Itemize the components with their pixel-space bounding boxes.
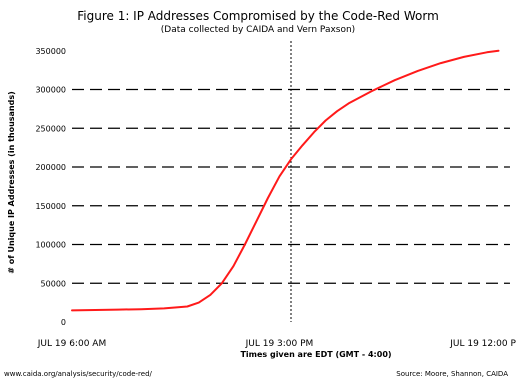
y-tick-label-4: 200000 — [35, 163, 66, 172]
y-tick-label-2: 100000 — [35, 241, 66, 250]
y-tick-label-5: 250000 — [35, 124, 66, 133]
x-axis-label: Times given are EDT (GMT - 4:00) — [240, 350, 391, 359]
chart-subtitle: (Data collected by CAIDA and Vern Paxson… — [160, 25, 356, 35]
x-tick-label-2: JUL 19 12:00 PM — [449, 339, 516, 349]
x-tick-label-0: JUL 19 6:00 AM — [37, 339, 106, 349]
y-tick-label-7: 350000 — [35, 47, 66, 56]
footer-source: Source: Moore, Shannon, CAIDA — [396, 370, 508, 378]
y-axis-label: # of Unique IP Addresses (in thousands) — [7, 91, 16, 274]
chart-title: Figure 1: IP Addresses Compromised by th… — [77, 9, 439, 23]
x-tick-label-1: JUL 19 3:00 PM — [245, 339, 314, 349]
series-line-0 — [71, 49, 500, 312]
y-tick-label-1: 50000 — [41, 279, 66, 288]
footer-url: www.caida.org/analysis/security/code-red… — [4, 370, 152, 378]
y-tick-label-3: 150000 — [35, 202, 66, 211]
y-tick-label-0: 0 — [61, 318, 66, 327]
y-tick-label-6: 300000 — [35, 86, 66, 95]
